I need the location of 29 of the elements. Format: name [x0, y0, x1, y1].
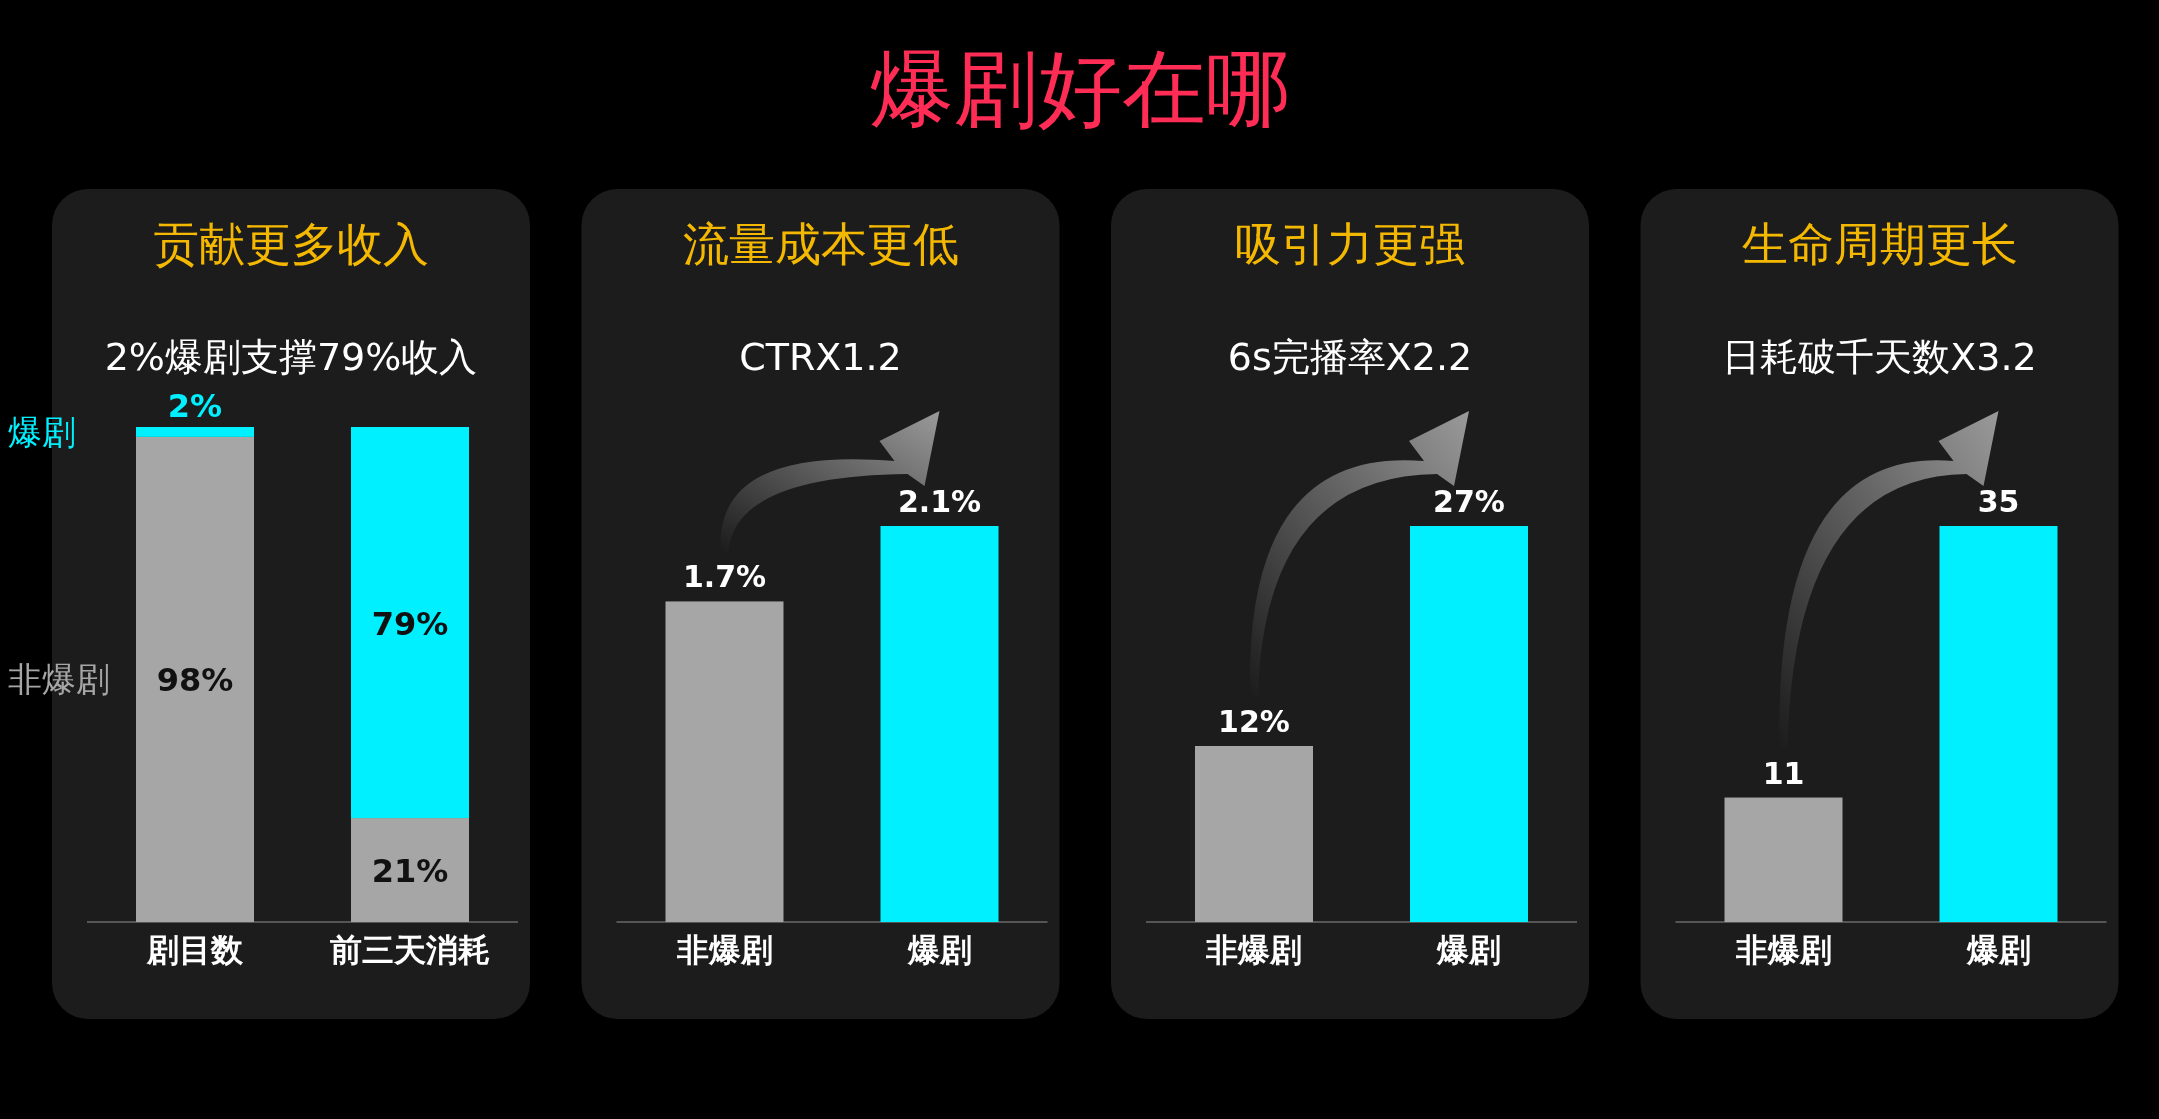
x-tick-label: 非爆剧 — [1205, 931, 1302, 969]
chart-title: 生命周期更长 — [1741, 217, 2018, 271]
series-label: 非爆剧 — [8, 659, 110, 700]
x-tick-label: 爆剧 — [906, 931, 972, 969]
text: 爆剧好在哪 — [869, 40, 1290, 138]
chart-subtitle: 日耗破千天数X3.2 — [1722, 335, 2037, 379]
chart-subtitle: 6s完播率X2.2 — [1227, 335, 1473, 379]
chart-title: 流量成本更低 — [682, 217, 959, 271]
x-tick-label: 前三天消耗 — [330, 931, 490, 969]
chart-title: 贡献更多收入 — [153, 217, 429, 271]
x-tick-label: 爆剧 — [1965, 931, 2031, 969]
data-label: 79% — [371, 604, 449, 643]
data-label: 98% — [156, 661, 234, 700]
series-label: 爆剧 — [8, 411, 76, 452]
data-label: 11 — [1762, 755, 1805, 791]
data-label: 35 — [1977, 484, 2020, 519]
x-tick-label: 非爆剧 — [1734, 931, 1832, 969]
data-label: 2% — [167, 387, 223, 425]
chart-title: 吸引力更强 — [1235, 217, 1465, 271]
x-tick-label: 爆剧 — [1436, 931, 1501, 969]
data-label: 2.1% — [897, 484, 982, 519]
data-label: 21% — [371, 852, 449, 891]
data-label: 27% — [1433, 484, 1505, 519]
x-tick-label: 剧目数 — [146, 931, 244, 969]
data-label: 12% — [1218, 704, 1290, 739]
chart-subtitle: CTRX1.2 — [739, 335, 902, 379]
chart-subtitle: 2%爆剧支撑79%收入 — [104, 335, 478, 379]
x-tick-label: 非爆剧 — [675, 931, 773, 969]
data-label: 1.7% — [682, 559, 767, 595]
